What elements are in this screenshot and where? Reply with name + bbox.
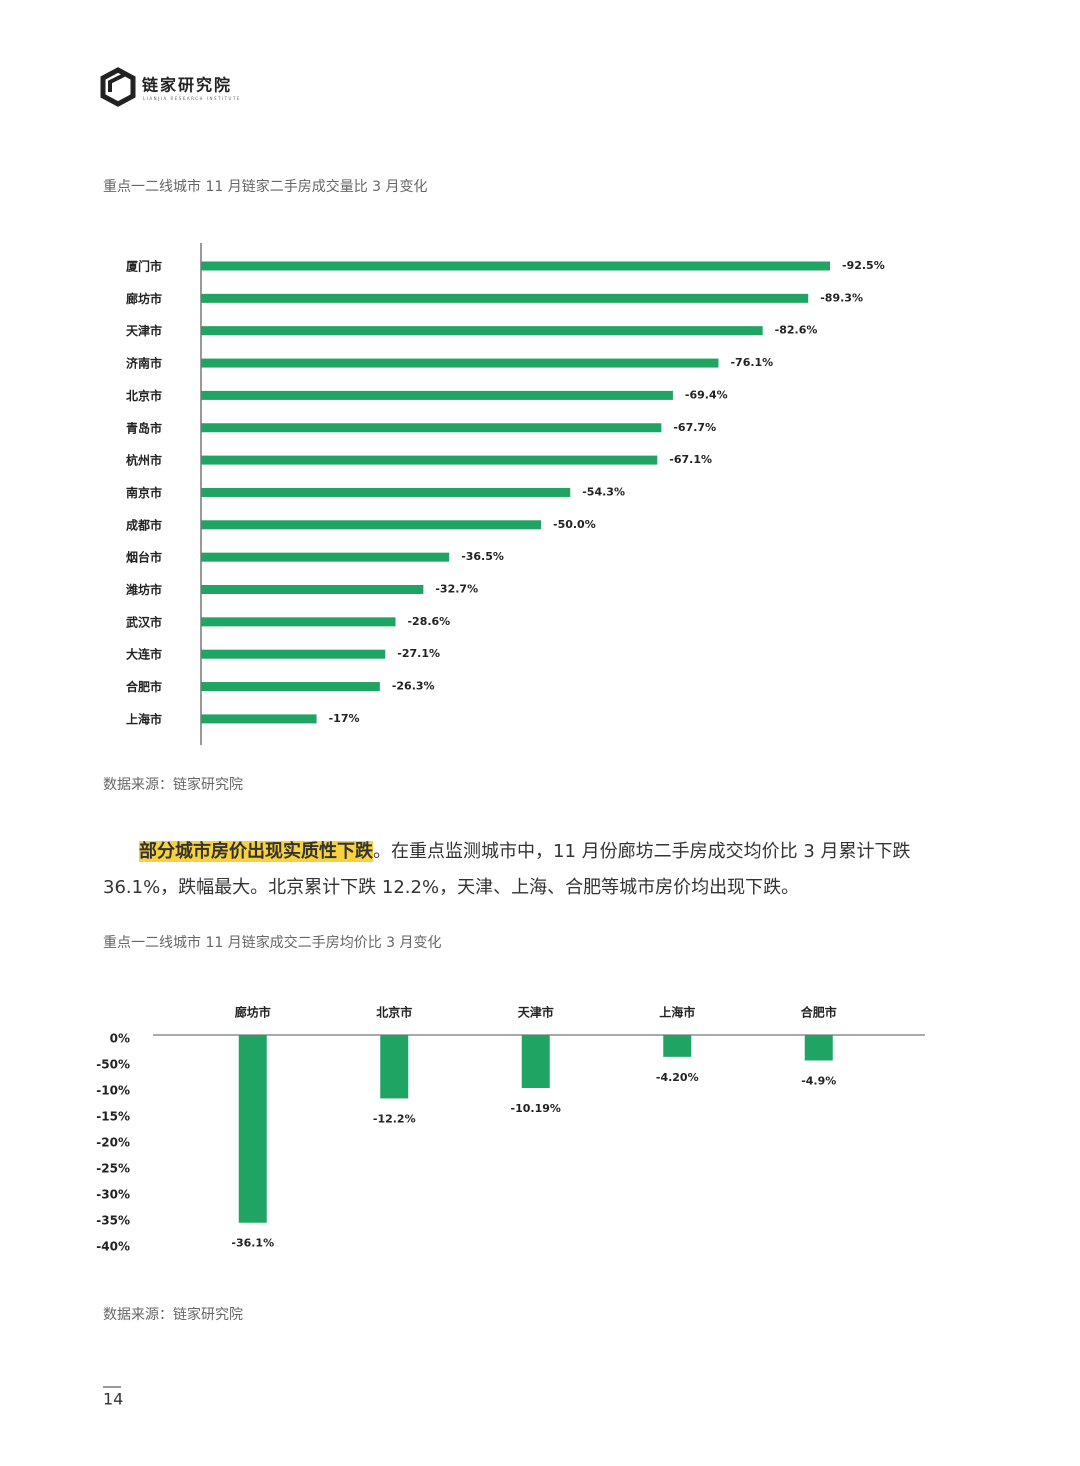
bar [201, 714, 317, 724]
bar [663, 1035, 692, 1057]
y-tick-label: 大连市 [126, 647, 162, 662]
bar [201, 423, 662, 433]
y-tick-label: 合肥市 [126, 679, 162, 694]
bar [201, 358, 719, 368]
data-label: -32.7% [435, 583, 478, 596]
bar [201, 487, 571, 497]
data-label: -36.1% [231, 1237, 274, 1250]
y-tick-label: 北京市 [126, 388, 162, 403]
y-tick-label: 南京市 [126, 485, 162, 500]
y-tick-label: 厦门市 [126, 259, 162, 274]
brand: 链家研究院 [142, 76, 232, 95]
y-tick-label: -20% [96, 1136, 130, 1150]
data-label: -50.0% [553, 518, 596, 531]
x-tick-label: 上海市 [659, 1005, 695, 1020]
bar [201, 682, 380, 692]
x-tick-label: 合肥市 [801, 1005, 837, 1020]
y-tick-label: 0% [110, 1032, 130, 1046]
data-label: -92.5% [842, 259, 885, 272]
data-label: -27.1% [397, 647, 440, 660]
data-label: -10.19% [511, 1102, 561, 1115]
bar [201, 293, 809, 303]
y-tick-label: 济南市 [126, 356, 162, 371]
bar [201, 261, 830, 271]
bar [238, 1035, 267, 1223]
data-label: -67.7% [673, 421, 716, 434]
x-tick-label: 天津市 [518, 1005, 554, 1020]
data-label: -76.1% [730, 356, 773, 369]
bar [201, 649, 386, 659]
data-label: -28.6% [407, 615, 450, 628]
logo-mark [100, 67, 136, 107]
y-tick-label: 成都市 [126, 517, 162, 532]
y-tick-label: -40% [96, 1240, 130, 1254]
page-number: 14 [103, 1390, 123, 1409]
data-label: -4.9% [801, 1074, 836, 1087]
chart-title: 重点一二线城市 11 月链家二手房成交量比 3 月变化 [103, 178, 428, 195]
y-tick-label: 潍坊市 [125, 582, 162, 597]
y-tick-label: -15% [96, 1110, 130, 1124]
bar [201, 390, 673, 400]
bar [201, 617, 396, 627]
bar [201, 585, 424, 594]
bar [201, 520, 541, 530]
y-tick-label: 杭州市 [126, 453, 162, 468]
data-label: -69.4% [685, 388, 728, 401]
source: 数据来源：链家研究院 [103, 776, 243, 793]
y-tick-label: 青岛市 [126, 420, 162, 435]
data-label: -82.6% [775, 324, 818, 337]
chart-title: 重点一二线城市 11 月链家成交二手房均价比 3 月变化 [103, 934, 442, 951]
data-label: -67.1% [669, 453, 712, 466]
bar [201, 552, 450, 562]
y-tick-label: -30% [96, 1188, 130, 1202]
source: 数据来源：链家研究院 [103, 1306, 243, 1323]
data-label: -17% [329, 712, 360, 725]
y-tick-label: -25% [96, 1162, 130, 1176]
y-tick-label: -35% [96, 1214, 130, 1228]
y-tick-label: 武汉市 [126, 614, 162, 629]
y-tick-label: 上海市 [126, 711, 162, 726]
bar [201, 326, 763, 336]
highlight: 部分城市房价出现实质性下跌 [139, 841, 373, 862]
bar [804, 1035, 833, 1061]
paragraph: 部分城市房价出现实质性下跌。在重点监测城市中，11 月份廊坊二手房成交均价比 3… [103, 834, 933, 906]
bar [521, 1035, 550, 1088]
logo-mark [108, 73, 125, 92]
brand-sub: LIANJIA RESEARCH INSTITUTE [143, 96, 241, 101]
y-tick-label: 廊坊市 [126, 291, 162, 306]
data-label: -4.20% [656, 1071, 699, 1084]
bar [380, 1035, 409, 1099]
data-label: -12.2% [373, 1112, 416, 1125]
data-label: -36.5% [461, 550, 504, 563]
y-tick-label: -50% [96, 1058, 130, 1072]
data-label: -89.3% [820, 291, 863, 304]
x-tick-label: 廊坊市 [235, 1005, 271, 1020]
logo: 链家研究院 LIANJIA RESEARCH INSTITUTE [100, 67, 241, 107]
data-label: -26.3% [392, 680, 435, 693]
y-tick-label: 烟台市 [126, 550, 162, 565]
bar [201, 455, 658, 465]
paragraph-text: 。在重点监测城市中，11 月份廊坊二手房成交均价比 3 月累计下跌 36.1%，… [103, 841, 911, 898]
y-tick-label: -10% [96, 1084, 130, 1098]
y-tick-label: 天津市 [126, 323, 162, 338]
data-label: -54.3% [582, 485, 625, 498]
x-tick-label: 北京市 [376, 1005, 412, 1020]
